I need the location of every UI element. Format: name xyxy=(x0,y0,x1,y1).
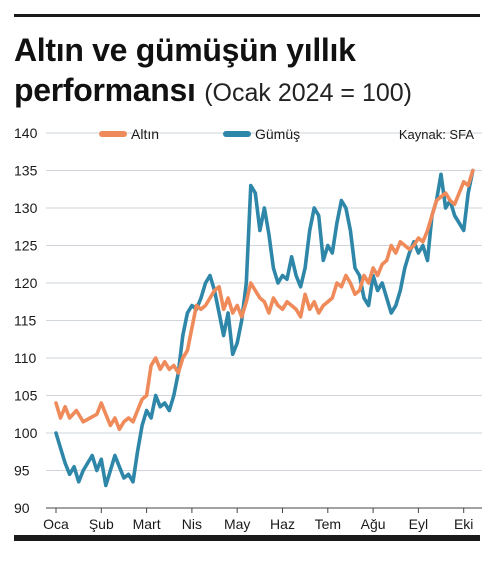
y-tick-label: 135 xyxy=(14,163,38,179)
x-axis-ticks: Oca Şub Mart Nis May Haz Tem Ağu Eyl Eki xyxy=(43,508,473,532)
legend-label-silver: Gümüş xyxy=(255,126,300,142)
chart-title: Altın ve gümüşün yıllık performansı (Oca… xyxy=(14,30,484,113)
x-tick-label: Haz xyxy=(270,516,295,532)
x-tick-label: Nis xyxy=(182,516,202,532)
bottom-rule xyxy=(14,535,480,541)
y-tick-label: 110 xyxy=(14,350,37,366)
series-lines xyxy=(54,168,475,488)
x-tick-label: May xyxy=(224,516,250,532)
series-line-gold xyxy=(54,168,475,432)
x-tick-label: Oca xyxy=(43,516,69,532)
legend: Altın Gümüş xyxy=(99,126,300,142)
series-line-silver xyxy=(54,168,475,488)
y-tick-label: 140 xyxy=(14,125,38,141)
top-rule xyxy=(14,14,480,17)
title-subtitle: (Ocak 2024 = 100) xyxy=(204,79,412,107)
x-tick-label: Şub xyxy=(89,516,114,532)
y-tick-label: 100 xyxy=(14,425,38,441)
x-tick-label: Eyl xyxy=(409,516,428,532)
grid xyxy=(46,132,482,509)
y-tick-label: 95 xyxy=(14,463,30,479)
y-axis-ticks: 90 95 100 105 110 115 120 125 130 135 140 xyxy=(14,125,38,516)
y-tick-label: 130 xyxy=(14,200,38,216)
legend-label-gold: Altın xyxy=(131,126,159,142)
title-line-2-text: performansı xyxy=(14,72,196,108)
title-line-2: performansı (Ocak 2024 = 100) xyxy=(14,70,484,113)
y-tick-label: 105 xyxy=(14,388,38,404)
y-tick-label: 125 xyxy=(14,238,38,254)
x-tick-label: Mart xyxy=(133,516,161,532)
x-tick-label: Eki xyxy=(454,516,473,532)
x-tick-label: Ağu xyxy=(361,516,386,532)
y-tick-label: 90 xyxy=(14,500,30,516)
y-tick-label: 115 xyxy=(14,313,37,329)
y-tick-label: 120 xyxy=(14,275,38,291)
x-tick-label: Tem xyxy=(315,516,341,532)
title-line-1: Altın ve gümüşün yıllık xyxy=(14,32,356,68)
source-label: Kaynak: SFA xyxy=(399,127,474,142)
